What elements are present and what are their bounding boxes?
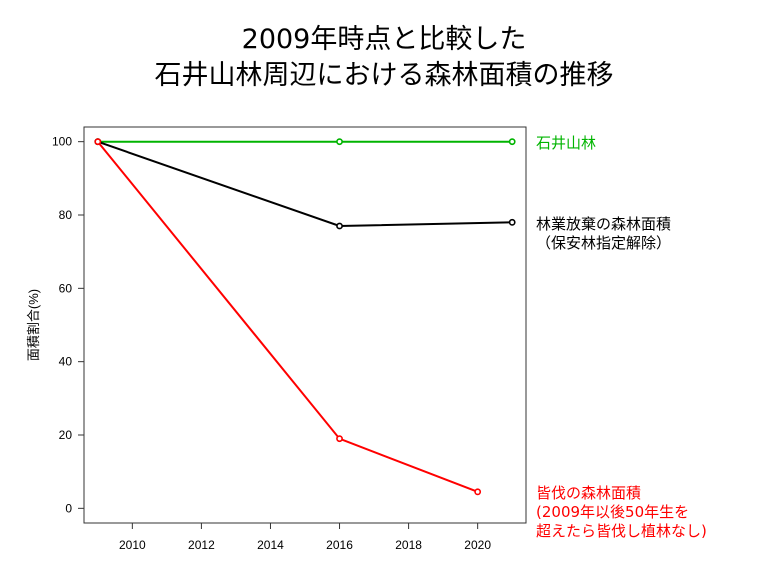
legend-abandoned-forest: 林業放棄の森林面積 （保安林指定解除）: [536, 215, 671, 253]
data-point: [336, 435, 343, 443]
x-tick-label: 2016: [326, 538, 353, 552]
y-tick-label: 100: [52, 135, 72, 149]
data-point: [508, 218, 516, 226]
legend-black-line-2: （保安林指定解除）: [536, 234, 672, 252]
x-tick-label: 2018: [395, 538, 422, 552]
legend-black-line-1: 林業放棄の森林面積: [536, 215, 672, 233]
legend-ishii-forest: 石井山林: [536, 134, 596, 153]
y-tick-label: 0: [65, 501, 72, 515]
legend-red-line-1: 皆伐の森林面積: [536, 484, 642, 502]
data-point: [336, 222, 343, 230]
legend-red-line-2: (2009年以後50年生を: [536, 503, 690, 521]
data-point: [508, 138, 516, 146]
chart-title: 2009年時点と比較した 石井山林周辺における森林面積の推移: [0, 22, 768, 94]
y-axis-label: 面積割合(%): [26, 289, 41, 361]
legend-green-line-1: 石井山林: [536, 134, 597, 152]
data-point: [336, 138, 343, 146]
x-tick-label: 2020: [464, 538, 491, 552]
x-tick-label: 2012: [188, 538, 215, 552]
x-tick-label: 2010: [119, 538, 146, 552]
title-line-2: 石井山林周辺における森林面積の推移: [154, 60, 614, 91]
data-point: [474, 488, 482, 496]
data-point: [94, 138, 102, 146]
series-line-1: [97, 140, 513, 228]
series-line-2: [97, 141, 479, 493]
title-line-1: 2009年時点と比較した: [241, 24, 527, 55]
legend-clearcut-forest: 皆伐の森林面積 (2009年以後50年生を 超えたら皆伐し植林なし): [536, 484, 707, 541]
y-tick-label: 60: [59, 281, 73, 295]
legend-red-line-3: 超えたら皆伐し植林なし): [536, 522, 707, 540]
y-tick-label: 80: [59, 208, 73, 222]
plot-frame: [83, 126, 527, 524]
axis-ticks: 2010 2012 2014 2016 2018 2020 0 20 40 60 80 100: [52, 135, 491, 552]
y-tick-label: 20: [59, 428, 73, 442]
chart-series: [94, 138, 516, 496]
x-tick-label: 2014: [257, 538, 284, 552]
y-tick-label: 40: [59, 355, 73, 369]
